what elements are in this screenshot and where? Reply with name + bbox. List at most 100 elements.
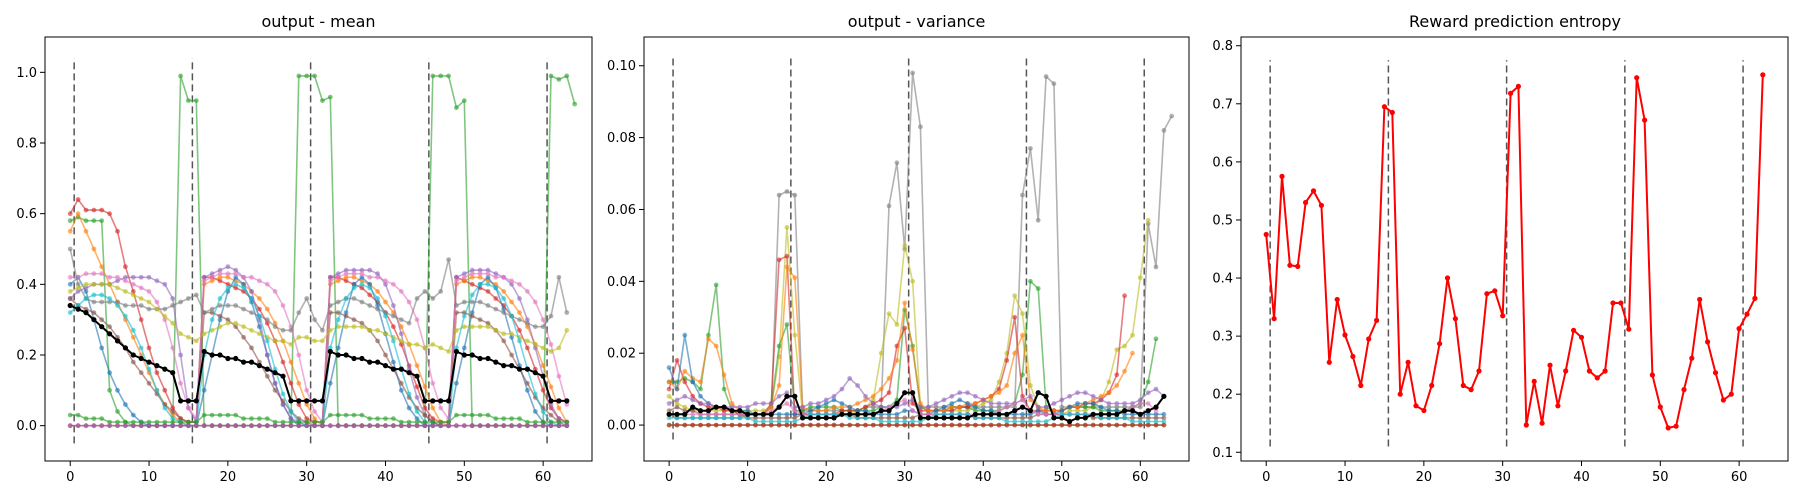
data-point xyxy=(1468,387,1474,393)
data-point xyxy=(1075,404,1080,410)
data-point xyxy=(878,411,884,417)
data-point xyxy=(831,411,837,417)
data-point xyxy=(91,246,97,252)
data-point xyxy=(1161,127,1167,133)
x-tick-label: 30 xyxy=(298,470,315,485)
data-point xyxy=(808,411,813,417)
data-point xyxy=(847,422,853,428)
data-point xyxy=(162,281,168,287)
data-point xyxy=(296,423,302,429)
data-point xyxy=(288,409,294,414)
data-point xyxy=(312,398,318,404)
data-point xyxy=(99,345,105,351)
data-point xyxy=(1271,316,1277,322)
data-point xyxy=(91,207,97,213)
data-point xyxy=(359,274,365,280)
data-point xyxy=(1020,415,1025,421)
data-point xyxy=(398,317,404,323)
data-point xyxy=(784,415,790,421)
data-point xyxy=(83,207,89,213)
data-point xyxy=(154,423,160,429)
data-point xyxy=(414,296,420,301)
data-point xyxy=(406,391,412,397)
data-point xyxy=(461,271,467,277)
data-point xyxy=(815,415,821,421)
data-point xyxy=(1161,419,1167,424)
data-point xyxy=(556,373,562,379)
data-point xyxy=(556,423,562,429)
data-point xyxy=(839,386,845,392)
data-point xyxy=(1122,404,1127,410)
data-point xyxy=(776,343,782,349)
data-point xyxy=(493,416,499,421)
data-point xyxy=(690,397,696,403)
data-point xyxy=(288,380,294,386)
data-point xyxy=(469,352,475,358)
panel-title: Reward prediction entropy xyxy=(1409,12,1621,31)
data-point xyxy=(1153,336,1159,342)
data-point xyxy=(430,419,436,425)
data-point xyxy=(564,398,570,404)
data-point xyxy=(957,422,963,428)
data-point xyxy=(430,398,436,404)
data-point xyxy=(162,317,168,323)
data-point xyxy=(965,408,970,414)
data-point xyxy=(768,419,774,424)
data-point xyxy=(1712,370,1719,376)
data-point xyxy=(1153,415,1159,421)
data-point xyxy=(1122,411,1127,417)
data-point xyxy=(690,411,696,417)
data-point xyxy=(1279,173,1285,179)
data-point xyxy=(217,352,223,358)
data-point xyxy=(823,408,829,414)
data-point xyxy=(67,296,73,301)
data-point xyxy=(1145,422,1151,428)
data-point xyxy=(1326,359,1332,365)
data-point xyxy=(705,408,712,414)
y-tick-label: 0.00 xyxy=(607,419,636,434)
data-point xyxy=(75,423,81,429)
data-point xyxy=(130,281,136,287)
data-point xyxy=(343,274,349,280)
data-point xyxy=(375,359,381,365)
data-point xyxy=(1090,415,1096,421)
data-point xyxy=(698,401,703,406)
data-point xyxy=(1114,404,1120,410)
data-point xyxy=(564,310,570,315)
data-point xyxy=(343,324,349,330)
data-point xyxy=(1728,391,1734,397)
data-point xyxy=(1059,415,1065,421)
x-tick-label: 30 xyxy=(1494,470,1511,485)
data-point xyxy=(138,317,144,323)
data-point xyxy=(422,419,428,425)
data-point xyxy=(1452,316,1458,322)
data-point xyxy=(296,380,302,386)
data-point xyxy=(525,317,530,323)
data-point xyxy=(351,412,357,418)
data-point xyxy=(438,419,444,425)
series-12 xyxy=(666,422,1167,428)
data-point xyxy=(193,419,199,425)
data-point xyxy=(925,408,931,414)
data-point xyxy=(272,370,278,376)
data-point xyxy=(367,327,373,333)
data-point xyxy=(477,267,483,273)
data-point xyxy=(288,359,294,365)
data-point xyxy=(367,285,373,291)
data-point xyxy=(1020,397,1025,403)
data-point xyxy=(917,415,924,421)
data-point xyxy=(454,345,459,351)
data-point xyxy=(682,393,688,399)
data-point xyxy=(792,411,798,417)
data-point xyxy=(863,393,868,399)
data-point xyxy=(674,411,680,417)
data-point xyxy=(532,370,538,376)
data-point xyxy=(980,422,986,428)
data-point xyxy=(162,423,168,429)
data-point xyxy=(375,327,380,333)
data-point xyxy=(130,274,136,280)
y-tick-label: 0.6 xyxy=(1212,155,1233,170)
data-point xyxy=(186,334,191,340)
data-point xyxy=(327,274,333,280)
data-point xyxy=(525,338,530,344)
